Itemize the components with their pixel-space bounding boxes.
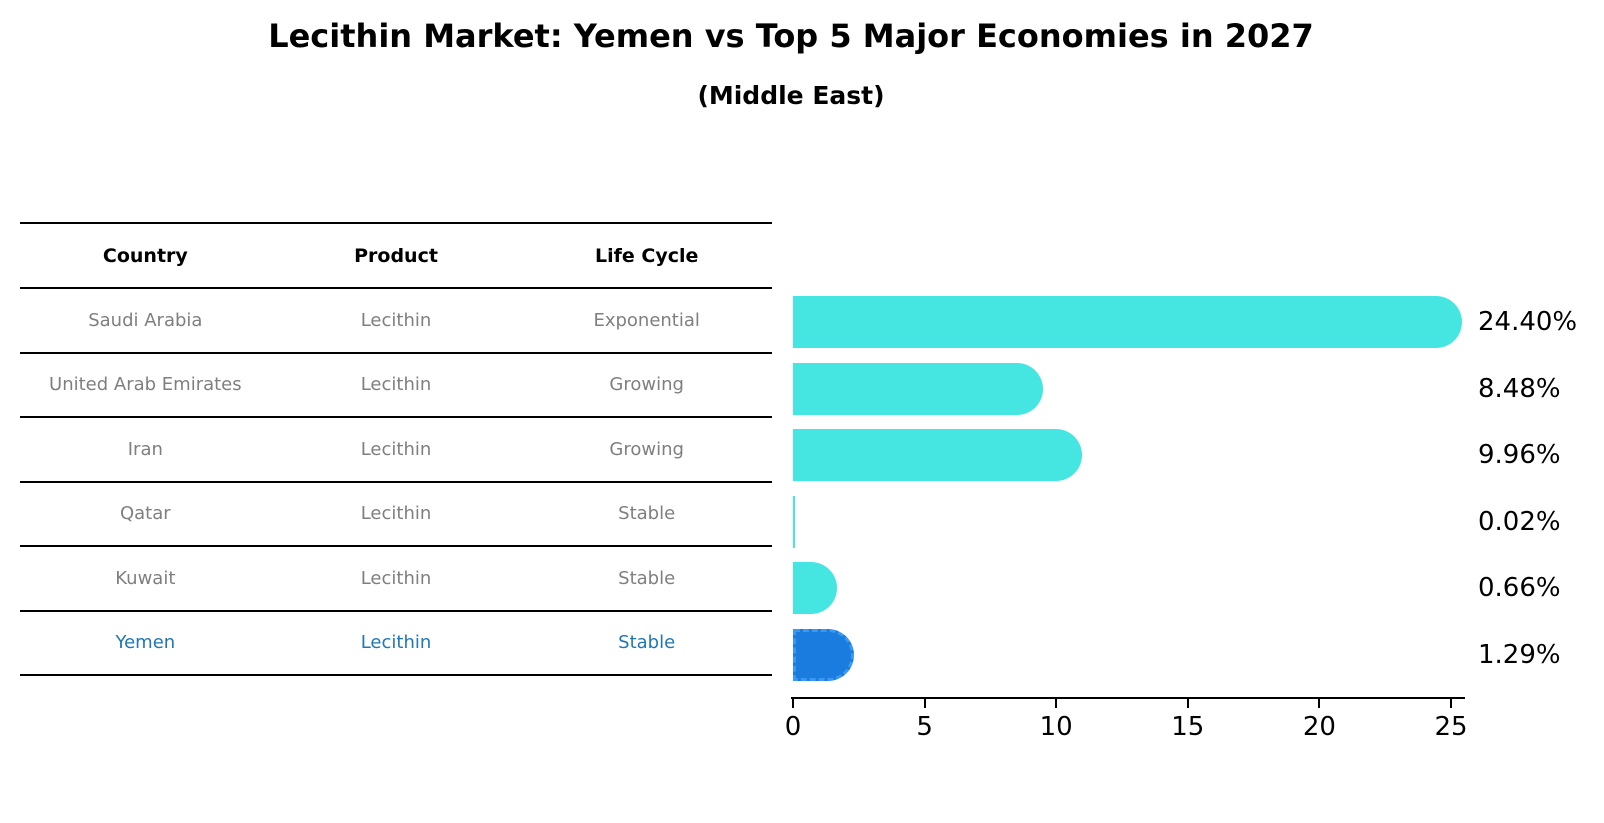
x-axis-tick-5	[923, 699, 926, 708]
value-label-yemen: 1.29%	[1478, 639, 1561, 670]
x-axis-tick-0	[792, 699, 794, 708]
cell-product: Lecithin	[360, 374, 432, 396]
column-header-life-cycle: Life Cycle	[594, 244, 699, 267]
bar-qatar	[793, 495, 795, 548]
value-label-saudi-arabia: 24.40%	[1478, 307, 1578, 338]
column-header-product: Product	[354, 244, 438, 267]
cell-country: Iran	[127, 438, 163, 460]
table-row-yemen: Yemen Lecithin Stable	[20, 612, 772, 676]
x-axis-tick-label-20: 20	[1302, 712, 1336, 742]
value-label-united-arab-emirates: 8.48%	[1478, 373, 1561, 404]
cell-life-cycle: Exponential	[593, 309, 700, 331]
cell-life-cycle: Stable	[618, 567, 676, 589]
x-axis-tick-10	[1055, 699, 1058, 708]
cell-life-cycle: Growing	[609, 374, 684, 396]
cell-country: Kuwait	[115, 567, 176, 589]
cell-product: Lecithin	[360, 438, 432, 460]
bar-iran	[793, 429, 1083, 482]
bar-saudi-arabia	[793, 296, 1463, 349]
x-axis-tick-label-25: 25	[1434, 712, 1468, 742]
bar-value-labels: 24.40% 8.48% 9.96% 0.02% 0.66% 1.29%	[1478, 222, 1604, 762]
x-axis-tick-label-15: 15	[1171, 712, 1205, 742]
x-axis-tick-25	[1450, 699, 1452, 708]
chart-title: Lecithin Market: Yemen vs Top 5 Major Ec…	[268, 17, 1314, 55]
x-axis-tick-label-0: 0	[784, 712, 802, 742]
table-row-iran: Iran Lecithin Growing	[20, 418, 772, 483]
table-row-kuwait: Kuwait Lecithin Stable	[20, 547, 772, 612]
column-header-country: Country	[102, 244, 188, 267]
value-label-qatar: 0.02%	[1478, 506, 1561, 537]
cell-country: Saudi Arabia	[88, 309, 203, 331]
cell-product: Lecithin	[360, 309, 432, 331]
table-row-saudi-arabia: Saudi Arabia Lecithin Exponential	[20, 289, 772, 354]
x-axis-tick-20	[1318, 699, 1321, 708]
table-header-row: Country Product Life Cycle	[20, 224, 772, 289]
cell-country: Yemen	[115, 632, 176, 654]
cell-country: United Arab Emirates	[49, 374, 242, 396]
bar-kuwait	[793, 562, 838, 615]
value-label-kuwait: 0.66%	[1478, 573, 1561, 604]
cell-product: Lecithin	[360, 503, 432, 525]
chart-subtitle: (Middle East)	[697, 81, 885, 110]
cell-life-cycle: Stable	[618, 632, 676, 654]
x-axis-line	[791, 697, 1465, 699]
x-axis-tick-label-10: 10	[1039, 712, 1073, 742]
bar-united-arab-emirates	[793, 362, 1044, 415]
country-table: Country Product Life Cycle Saudi Arabia L…	[20, 222, 772, 676]
bar-yemen	[793, 628, 854, 681]
x-axis-tick-label-5: 5	[916, 712, 933, 742]
cell-product: Lecithin	[360, 567, 432, 589]
cell-life-cycle: Growing	[609, 438, 684, 460]
bar-chart: 0 5 10 15 20 25	[785, 222, 1471, 762]
x-axis-tick-15	[1186, 699, 1189, 708]
cell-country: Qatar	[119, 503, 171, 525]
table-row-qatar: Qatar Lecithin Stable	[20, 483, 772, 547]
cell-product: Lecithin	[360, 632, 432, 654]
table-body: Saudi Arabia Lecithin Exponential United Ar…	[20, 289, 772, 676]
cell-life-cycle: Stable	[618, 503, 676, 525]
table-row-united-arab-emirates: United Arab Emirates Lecithin Growing	[20, 354, 772, 418]
value-label-iran: 9.96%	[1478, 440, 1561, 471]
